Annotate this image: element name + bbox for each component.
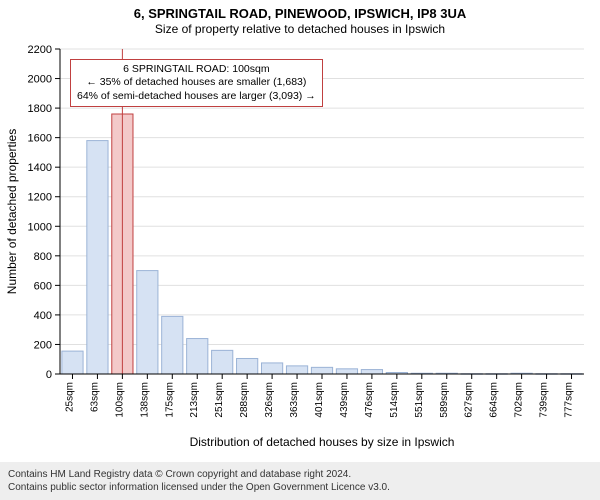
histogram-bar <box>237 359 258 375</box>
x-tick-label: 63sqm <box>89 382 100 412</box>
histogram-bar <box>261 363 282 374</box>
histogram-bar <box>311 368 332 375</box>
x-tick-label: 777sqm <box>564 382 575 418</box>
svg-text:2000: 2000 <box>28 74 52 86</box>
svg-text:1200: 1200 <box>28 192 52 204</box>
callout-line-2: ← 35% of detached houses are smaller (1,… <box>77 76 316 89</box>
svg-text:0: 0 <box>46 369 52 381</box>
svg-text:1400: 1400 <box>28 162 52 174</box>
x-tick-label: 476sqm <box>364 382 375 418</box>
histogram-bar <box>187 339 208 374</box>
x-tick-label: 251sqm <box>214 382 225 418</box>
x-tick-label: 401sqm <box>314 382 325 418</box>
footer-line-2: Contains public sector information licen… <box>8 481 592 494</box>
x-tick-label: 627sqm <box>464 382 475 418</box>
histogram-bar <box>361 370 382 374</box>
svg-text:1000: 1000 <box>28 222 52 234</box>
footer: Contains HM Land Registry data © Crown c… <box>0 462 600 500</box>
histogram-bar <box>87 141 108 374</box>
svg-text:1800: 1800 <box>28 103 52 115</box>
x-tick-label: 664sqm <box>489 382 500 418</box>
page-title: 6, SPRINGTAIL ROAD, PINEWOOD, IPSWICH, I… <box>0 6 600 22</box>
page-subtitle: Size of property relative to detached ho… <box>0 22 600 37</box>
callout-line-1: 6 SPRINGTAIL ROAD: 100sqm <box>77 63 316 76</box>
callout-box: 6 SPRINGTAIL ROAD: 100sqm ← 35% of detac… <box>70 59 323 106</box>
x-tick-label: 702sqm <box>514 382 525 418</box>
x-tick-label: 288sqm <box>239 382 250 418</box>
svg-text:600: 600 <box>34 281 52 293</box>
x-tick-label: 175sqm <box>164 382 175 418</box>
chart-container: 0 200 400 600 800 1000 1200 1400 1600 1800 2000 220… <box>0 37 600 452</box>
footer-line-1: Contains HM Land Registry data © Crown c… <box>8 468 592 481</box>
callout-line-3: 64% of semi-detached houses are larger (… <box>77 90 316 103</box>
svg-text:200: 200 <box>34 340 52 352</box>
svg-text:1600: 1600 <box>28 133 52 145</box>
x-tick-label: 100sqm <box>114 382 125 418</box>
x-tick-label: 138sqm <box>139 382 150 418</box>
svg-text:400: 400 <box>34 310 52 322</box>
histogram-bar <box>162 317 183 375</box>
x-tick-label: 439sqm <box>339 382 350 418</box>
histogram-bar <box>62 351 83 374</box>
x-tick-label: 213sqm <box>189 382 200 418</box>
x-tick-label: 739sqm <box>539 382 550 418</box>
x-tick-label: 363sqm <box>289 382 300 418</box>
x-tick-label: 326sqm <box>264 382 275 418</box>
histogram-bar <box>137 271 158 374</box>
title-block: 6, SPRINGTAIL ROAD, PINEWOOD, IPSWICH, I… <box>0 0 600 37</box>
svg-text:2200: 2200 <box>28 44 52 56</box>
x-axis-label: Distribution of detached houses by size … <box>190 435 455 449</box>
svg-text:800: 800 <box>34 251 52 263</box>
histogram-bar <box>286 366 307 374</box>
histogram-bar <box>212 351 233 375</box>
y-axis-label: Number of detached properties <box>5 129 19 294</box>
x-tick-label: 514sqm <box>389 382 400 418</box>
histogram-bar <box>336 369 357 374</box>
x-tick-label: 551sqm <box>414 382 425 418</box>
x-tick-label: 25sqm <box>64 382 75 412</box>
x-tick-label: 589sqm <box>439 382 450 418</box>
